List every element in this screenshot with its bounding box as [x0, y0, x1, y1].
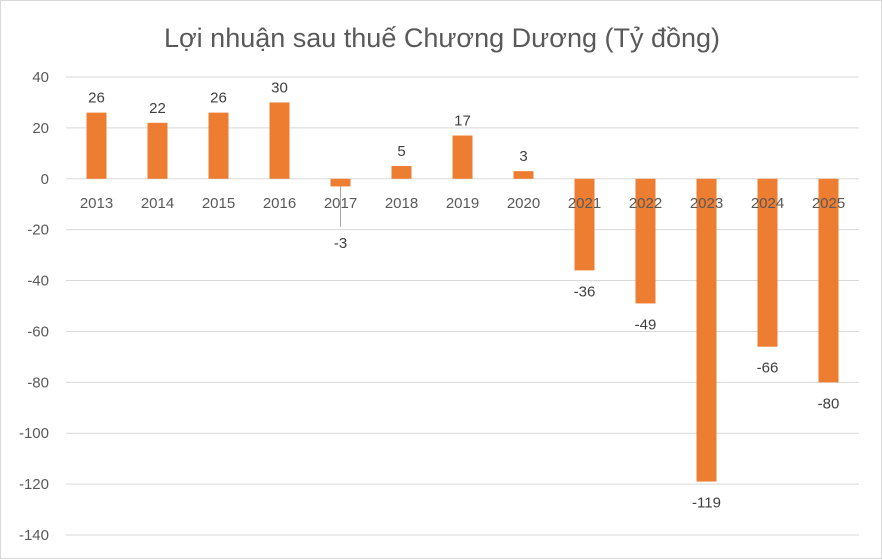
y-tick-label: -40	[27, 273, 49, 290]
x-tick-label: 2014	[141, 195, 174, 212]
y-tick-label: 40	[32, 69, 49, 86]
chart-title: Lợi nhuận sau thuế Chương Dương (Tỷ đồng…	[164, 23, 720, 53]
y-tick-label: -60	[27, 323, 49, 340]
bar-2021	[574, 178, 595, 271]
bar-2019	[452, 135, 473, 179]
data-label-2013: 26	[88, 90, 105, 107]
y-tick-label: -80	[27, 374, 49, 391]
data-label-2025: -80	[818, 395, 840, 412]
x-tick-label: 2018	[385, 195, 418, 212]
bar-2013	[86, 112, 107, 179]
bar-2020	[513, 171, 534, 179]
data-label-2014: 22	[149, 100, 166, 117]
bar-2024	[757, 178, 778, 347]
y-tick-label: -140	[19, 527, 49, 544]
x-tick-label: 2023	[690, 195, 723, 212]
y-tick-label: 0	[41, 171, 49, 188]
data-label-2023: -119	[692, 495, 721, 512]
data-label-2015: 26	[210, 90, 227, 107]
x-tick-label: 2025	[812, 195, 845, 212]
data-label-2017: -3	[334, 235, 347, 252]
data-label-2019: 17	[454, 113, 471, 130]
bar-2016	[269, 102, 290, 179]
data-label-2018: 5	[397, 143, 405, 160]
y-tick-label: -20	[27, 222, 49, 239]
x-tick-label: 2013	[80, 195, 113, 212]
bar-2025	[818, 178, 839, 383]
bar-2023	[696, 178, 717, 482]
bar-2017	[330, 178, 351, 187]
x-tick-label: 2021	[568, 195, 601, 212]
bar-2018	[391, 166, 412, 179]
bar-2022	[635, 178, 656, 304]
x-tick-label: 2016	[263, 195, 296, 212]
x-tick-label: 2020	[507, 195, 540, 212]
data-label-2021: -36	[574, 283, 596, 300]
data-label-2024: -66	[757, 360, 779, 377]
x-tick-label: 2024	[751, 195, 784, 212]
data-label-2020: 3	[519, 148, 527, 165]
y-tick-label: -120	[19, 476, 49, 493]
y-tick-label: 20	[32, 120, 49, 137]
x-tick-label: 2022	[629, 195, 662, 212]
bar-2015	[208, 112, 229, 179]
data-label-2022: -49	[635, 316, 657, 333]
x-tick-label: 2015	[202, 195, 235, 212]
bar-2014	[147, 122, 168, 179]
x-tick-label: 2019	[446, 195, 479, 212]
data-label-2016: 30	[271, 79, 288, 96]
y-tick-label: -100	[19, 425, 49, 442]
